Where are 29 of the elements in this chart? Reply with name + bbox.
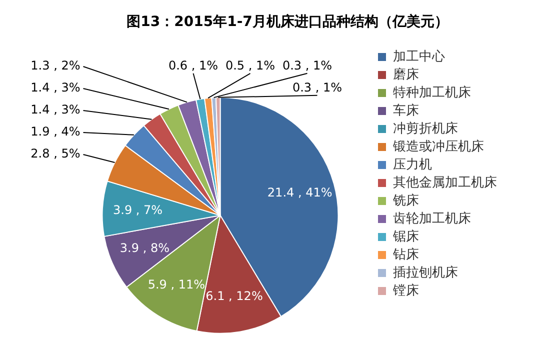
- legend-label: 齿轮加工机床: [393, 211, 471, 226]
- data-label: 1.4 , 3%: [30, 80, 80, 95]
- legend-label: 加工中心: [393, 48, 445, 64]
- legend-label: 铣床: [392, 193, 419, 208]
- data-label: 0.3 , 1%: [282, 58, 332, 73]
- data-label: 3.9 , 7%: [113, 202, 163, 217]
- legend-label: 钻床: [392, 247, 419, 262]
- data-label: 2.8 , 5%: [30, 146, 80, 161]
- legend-label: 压力机: [393, 157, 432, 172]
- legend-label: 锻造或冲压机床: [392, 139, 484, 154]
- data-label: 0.6 , 1%: [168, 58, 218, 73]
- data-label: 3.9 , 8%: [120, 240, 170, 255]
- data-label: 1.4 , 3%: [30, 102, 80, 117]
- data-label: 0.3 , 1%: [292, 80, 342, 95]
- legend-label: 镗床: [392, 283, 419, 298]
- legend-label: 插拉刨机床: [393, 265, 458, 280]
- data-label: 6.1 , 12%: [206, 288, 263, 303]
- data-label: 0.5 , 1%: [225, 58, 276, 73]
- data-label: 21.4 , 41%: [267, 185, 332, 200]
- data-label: 1.3 , 2%: [30, 58, 80, 73]
- legend-label: 冲剪折机床: [393, 121, 458, 136]
- legend-label: 车床: [393, 103, 419, 118]
- chart-title: 图13：2015年1-7月机床进口品种结构（亿美元）: [126, 13, 448, 30]
- data-label: 1.9 , 4%: [30, 124, 80, 139]
- legend-label: 锯床: [392, 229, 419, 244]
- legend-label: 特种加工机床: [393, 85, 471, 100]
- legend-label: 其他金属加工机床: [393, 175, 497, 190]
- legend-label: 磨床: [393, 67, 419, 82]
- data-label: 5.9 , 11%: [148, 278, 206, 292]
